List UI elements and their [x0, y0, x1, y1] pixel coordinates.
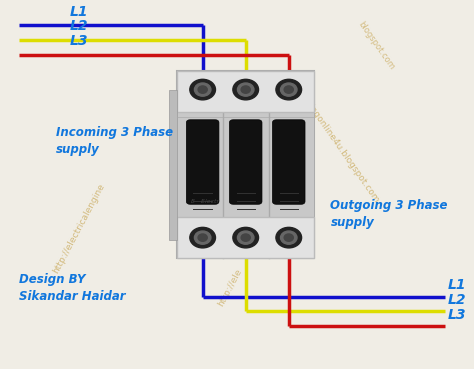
Circle shape [194, 231, 211, 244]
Circle shape [281, 83, 297, 96]
Text: Design BY
Sikandar Haidar: Design BY Sikandar Haidar [19, 273, 126, 303]
Circle shape [198, 86, 207, 93]
Text: http://ele: http://ele [216, 267, 243, 308]
Text: L2: L2 [69, 19, 88, 33]
Text: L3: L3 [447, 308, 466, 322]
Bar [177, 71, 314, 112]
Text: L1: L1 [69, 4, 88, 18]
Bar [177, 112, 314, 217]
FancyBboxPatch shape [273, 120, 305, 204]
Circle shape [198, 234, 207, 241]
Circle shape [190, 227, 216, 248]
Text: L3: L3 [69, 34, 88, 48]
Circle shape [237, 83, 254, 96]
Text: L1: L1 [447, 278, 466, 292]
FancyBboxPatch shape [186, 120, 219, 204]
Circle shape [233, 227, 258, 248]
Text: eeringonline4u.blogspot.com: eeringonline4u.blogspot.com [298, 91, 381, 205]
Circle shape [194, 83, 211, 96]
Circle shape [284, 234, 293, 241]
Circle shape [241, 86, 250, 93]
Circle shape [190, 79, 216, 100]
Text: Incoming 3 Phase
supply: Incoming 3 Phase supply [55, 126, 173, 156]
Circle shape [281, 231, 297, 244]
Circle shape [241, 234, 250, 241]
Circle shape [233, 79, 258, 100]
FancyBboxPatch shape [177, 71, 314, 258]
Circle shape [284, 86, 293, 93]
Circle shape [276, 79, 301, 100]
Text: L2: L2 [447, 293, 466, 307]
Text: E   Electr: E Electr [191, 200, 219, 204]
Bar [169, 90, 177, 239]
Circle shape [237, 231, 254, 244]
Text: http://electricalengine: http://electricalengine [51, 182, 106, 275]
Text: Outgoing 3 Phase
supply: Outgoing 3 Phase supply [330, 199, 448, 229]
Circle shape [276, 227, 301, 248]
FancyBboxPatch shape [229, 120, 262, 204]
Text: blogspot.com: blogspot.com [356, 20, 396, 71]
Bar [177, 217, 314, 258]
